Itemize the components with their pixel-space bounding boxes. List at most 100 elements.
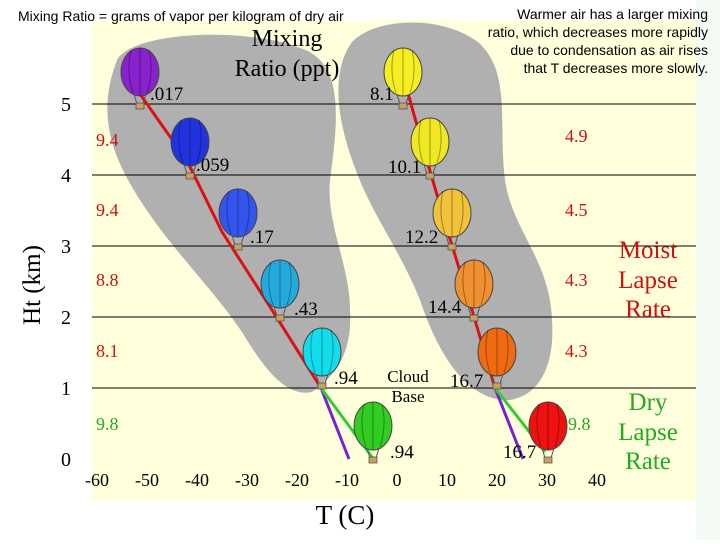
left-mixing-ratio-label: .43 (294, 299, 318, 320)
left-mixing-ratio-label: .94 (390, 442, 414, 463)
left-balloon-panel-lines (310, 328, 334, 376)
right-lapse-rate-value: 4.9 (565, 126, 588, 146)
mixing-ratio-title: Ratio (ppt) (235, 56, 340, 82)
right-lapse-rate-value: 9.8 (568, 414, 591, 434)
cloud-base-label: Cloud (387, 367, 429, 386)
left-balloon-basket (185, 172, 195, 180)
right-mixing-ratio-label: 16.7 (450, 371, 483, 392)
right-mixing-ratio-label: 14.4 (428, 297, 462, 318)
left-lapse-rate-value: 9.4 (96, 130, 119, 150)
right-balloon (383, 47, 423, 97)
left-balloon-basket (368, 456, 378, 464)
right-mixing-ratio-label: 16.7 (503, 442, 536, 463)
note-line: Warmer air has a larger mixing (517, 6, 708, 22)
moist-lapse-line (135, 88, 323, 389)
right-balloon-rope (445, 234, 450, 246)
x-tick-label: 10 (438, 470, 456, 490)
left-balloon (218, 188, 258, 238)
right-balloon-rope (550, 447, 555, 459)
y-tick-label: 5 (61, 94, 71, 116)
right-balloon-panel-lines (485, 328, 509, 376)
right-balloon-rope (423, 163, 428, 175)
left-mixing-ratio-label: .059 (196, 155, 229, 176)
x-tick-label: 40 (588, 470, 606, 490)
dry-adiabat-line (493, 387, 525, 460)
left-balloon (260, 259, 300, 309)
right-lapse-rate-value: 4.5 (565, 200, 588, 220)
moist-lapse-rate-label: Rate (625, 296, 671, 323)
right-balloon-rope (541, 447, 546, 459)
dry-lapse-rate-label: Lapse (618, 419, 678, 446)
right-balloon (432, 188, 472, 238)
right-balloon-rope (490, 373, 495, 385)
x-tick-label: -10 (335, 470, 359, 490)
right-balloon-rope (432, 163, 437, 175)
x-tick-label: -60 (85, 470, 109, 490)
left-balloon-basket (275, 314, 285, 322)
right-balloon-basket (492, 382, 502, 390)
right-balloon-rope (405, 93, 410, 105)
y-axis-title: Ht (km) (19, 245, 46, 325)
left-balloon-panel-lines (226, 189, 250, 237)
moist-lapse-rate-label: Lapse (618, 267, 678, 294)
right-balloon-panel-lines (462, 260, 486, 308)
x-tick-label: -40 (185, 470, 209, 490)
left-balloon (353, 401, 393, 451)
x-tick-label: 0 (393, 470, 402, 490)
left-balloon-rope (282, 305, 287, 317)
left-balloon-basket (317, 382, 327, 390)
right-lapse-rate-value: 4.3 (565, 270, 588, 290)
explanation-note: Warmer air has a larger mixing ratio, wh… (408, 5, 708, 77)
right-balloon (528, 401, 568, 451)
y-tick-label: 1 (61, 378, 71, 400)
left-lapse-rate-value: 9.4 (96, 200, 119, 220)
right-balloon-panel-lines (536, 402, 560, 450)
right-balloon-rope (467, 305, 472, 317)
left-balloon-panel-lines (178, 118, 202, 166)
right-balloon-rope (499, 373, 504, 385)
note-line: ratio, which decreases more rapidly (487, 24, 708, 40)
left-balloon-rope (192, 163, 197, 175)
right-balloon (454, 259, 494, 309)
left-mixing-ratio-label: .017 (150, 84, 183, 105)
y-tick-label: 3 (61, 236, 71, 258)
x-tick-label: -30 (235, 470, 259, 490)
right-mixing-ratio-label: 10.1 (388, 157, 421, 178)
left-balloon-panel-lines (361, 402, 385, 450)
right-balloon-basket (425, 172, 435, 180)
dry-lapse-rate-label: Dry (629, 389, 668, 416)
left-balloon-rope (366, 447, 371, 459)
y-tick-label: 0 (61, 449, 71, 471)
right-edge-strip (696, 0, 720, 540)
right-balloon-panel-lines (418, 118, 442, 166)
left-balloon (120, 47, 160, 97)
left-balloon-rope (315, 373, 320, 385)
right-balloon-basket (543, 456, 553, 464)
left-lapse-rate-value: 8.1 (96, 341, 119, 361)
left-lapse-rate-value: 8.8 (96, 270, 119, 290)
left-balloon-rope (183, 163, 188, 175)
right-balloon-panel-lines (391, 48, 415, 96)
moist-lapse-rate-label: Moist (619, 237, 677, 264)
left-mixing-ratio-label: .17 (250, 227, 274, 248)
left-balloon-rope (240, 234, 245, 246)
left-balloon (170, 117, 210, 167)
right-balloon-rope (476, 305, 481, 317)
left-mixing-ratio-label: .94 (334, 368, 358, 389)
right-balloon-basket (469, 314, 479, 322)
right-balloon-rope (396, 93, 401, 105)
left-balloon-basket (233, 243, 243, 251)
right-balloon (410, 117, 450, 167)
x-tick-label: 30 (538, 470, 556, 490)
left-balloon-panel-lines (128, 48, 152, 96)
left-balloon-rope (142, 93, 147, 105)
y-tick-label: 4 (61, 165, 71, 187)
right-balloon-rope (454, 234, 459, 246)
x-tick-label: -50 (135, 470, 159, 490)
left-balloon-rope (231, 234, 236, 246)
left-balloon-basket (135, 102, 145, 110)
mixing-ratio-title: Mixing (252, 26, 323, 52)
top-caption: Mixing Ratio = grams of vapor per kilogr… (18, 8, 344, 24)
left-lapse-rate-value: 9.8 (96, 414, 119, 434)
